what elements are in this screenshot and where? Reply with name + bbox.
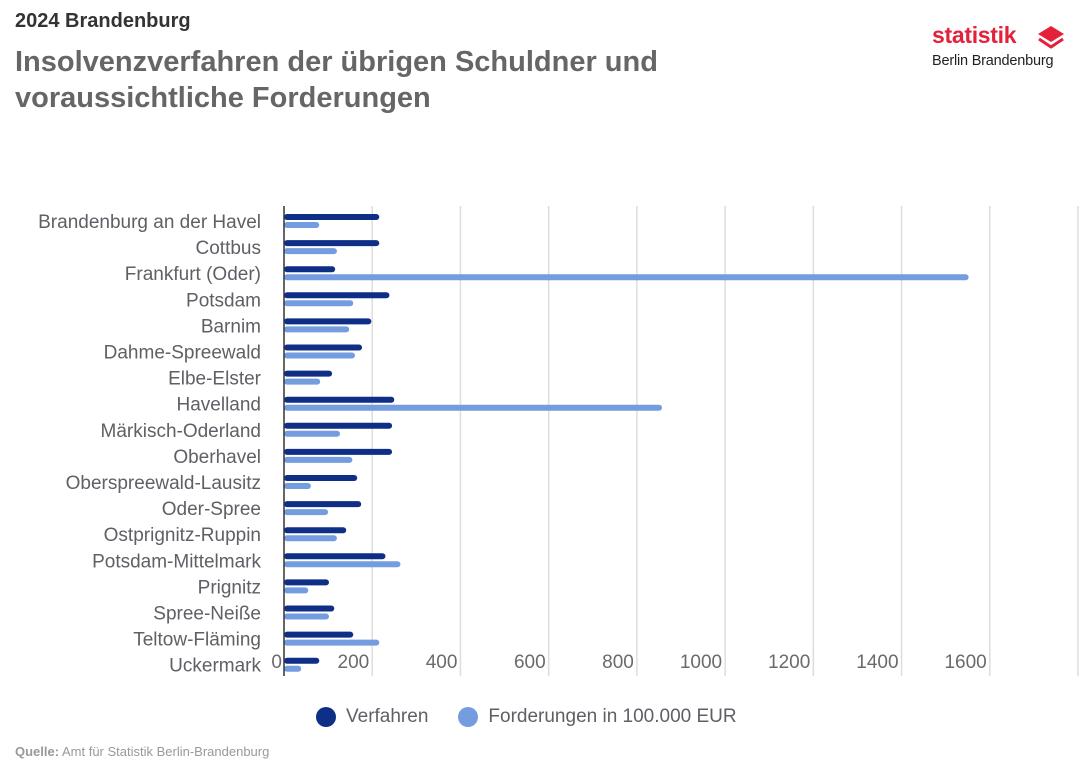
- bar-verfahren[interactable]: [284, 266, 336, 273]
- bar-verfahren[interactable]: [284, 292, 390, 299]
- category-label: Märkisch-Oderland: [101, 421, 262, 442]
- legend-item-forderungen[interactable]: Forderungen in 100.000 EUR: [458, 706, 737, 728]
- x-tick-label: 0: [271, 652, 282, 673]
- bar-verfahren[interactable]: [284, 501, 362, 508]
- category-label: Oberhavel: [173, 447, 261, 468]
- bar-forderungen[interactable]: [284, 222, 320, 228]
- category-label: Oberspreewald-Lausitz: [66, 473, 261, 494]
- bar-forderungen[interactable]: [284, 352, 356, 359]
- x-tick-label: 1000: [680, 652, 722, 673]
- bar-verfahren[interactable]: [284, 657, 320, 664]
- bar-forderungen[interactable]: [284, 639, 380, 646]
- category-label: Cottbus: [196, 238, 261, 259]
- bar-forderungen[interactable]: [284, 274, 969, 281]
- category-label: Barnim: [201, 316, 261, 337]
- bar-forderungen[interactable]: [284, 326, 350, 333]
- legend-label-forderungen: Forderungen in 100.000 EUR: [488, 706, 737, 727]
- x-tick-label: 1600: [944, 652, 986, 673]
- bar-forderungen[interactable]: [284, 613, 329, 620]
- category-label: Havelland: [177, 395, 262, 416]
- bar-forderungen[interactable]: [284, 587, 309, 594]
- chart-supertitle: 2024 Brandenburg: [15, 10, 191, 32]
- category-label: Brandenburg an der Havel: [38, 212, 261, 233]
- category-label: Dahme-Spreewald: [104, 343, 261, 364]
- x-tick-label: 400: [426, 652, 458, 673]
- category-label: Elbe-Elster: [168, 369, 262, 390]
- source-note: Quelle: Amt für Statistik Berlin-Branden…: [15, 744, 269, 759]
- bar-forderungen[interactable]: [284, 430, 341, 437]
- category-label: Potsdam-Mittelmark: [92, 551, 261, 572]
- source-text: Amt für Statistik Berlin-Brandenburg: [61, 744, 270, 759]
- x-tick-labels: 0 200 400 600 800 1000 1200 1400 1600: [271, 652, 986, 673]
- bar-verfahren[interactable]: [284, 631, 354, 638]
- bars: [284, 214, 969, 672]
- bar-forderungen[interactable]: [284, 456, 353, 463]
- gridlines: [371, 206, 1079, 676]
- bar-forderungen[interactable]: [284, 483, 311, 489]
- legend-marker-forderungen: [458, 707, 479, 727]
- logo-word: statistik: [932, 22, 1017, 48]
- bar-verfahren[interactable]: [284, 579, 329, 586]
- category-label: Uckermark: [169, 656, 261, 677]
- bar-forderungen[interactable]: [284, 248, 337, 255]
- category-label: Ostprignitz-Ruppin: [104, 525, 261, 546]
- x-tick-label: 1200: [768, 652, 810, 673]
- bar-forderungen[interactable]: [284, 535, 337, 542]
- x-tick-label: 1400: [856, 652, 898, 673]
- bar-verfahren[interactable]: [284, 396, 395, 403]
- x-tick-label: 800: [602, 652, 634, 673]
- bar-forderungen[interactable]: [284, 561, 401, 568]
- category-label: Oder-Spree: [162, 499, 261, 520]
- bar-forderungen[interactable]: [284, 378, 321, 385]
- bar-forderungen[interactable]: [284, 300, 354, 307]
- category-label: Teltow-Fläming: [133, 630, 261, 651]
- legend-label-verfahren: Verfahren: [346, 706, 429, 727]
- bar-verfahren[interactable]: [284, 475, 358, 481]
- category-label: Prignitz: [198, 577, 261, 598]
- category-labels: Brandenburg an der Havel Cottbus Frankfurt…: [38, 212, 262, 677]
- category-label: Potsdam: [186, 290, 261, 311]
- legend-marker-verfahren: [316, 707, 336, 727]
- bar-verfahren[interactable]: [284, 240, 380, 247]
- bar-verfahren[interactable]: [284, 344, 363, 351]
- bar-forderungen[interactable]: [284, 509, 329, 516]
- bar-verfahren[interactable]: [284, 422, 393, 429]
- category-label: Spree-Neiße: [153, 604, 261, 625]
- category-label: Frankfurt (Oder): [125, 264, 261, 285]
- legend: Verfahren Forderungen in 100.000 EUR: [316, 706, 767, 728]
- logo-subtitle: Berlin Brandenburg: [932, 53, 1054, 69]
- legend-item-verfahren[interactable]: Verfahren: [316, 706, 428, 728]
- bar-verfahren[interactable]: [284, 370, 333, 377]
- bar-verfahren[interactable]: [284, 318, 372, 325]
- bar-verfahren[interactable]: [284, 605, 335, 612]
- bar-forderungen[interactable]: [284, 665, 302, 672]
- bar-verfahren[interactable]: [284, 214, 380, 220]
- bar-forderungen[interactable]: [284, 404, 663, 411]
- bar-verfahren[interactable]: [284, 448, 393, 455]
- chart-title: Insolvenzverfahren der übrigen Schuldner…: [15, 46, 658, 114]
- stacked-layers-icon: [1036, 25, 1066, 56]
- x-tick-label: 600: [514, 652, 546, 673]
- bar-verfahren[interactable]: [284, 527, 347, 534]
- statistik-logo: statistik Berlin Brandenburg: [932, 22, 1072, 78]
- x-tick-label: 200: [338, 652, 370, 673]
- bar-verfahren[interactable]: [284, 553, 386, 560]
- bar-chart: Brandenburg an der Havel Cottbus Frankfurt…: [38, 206, 1079, 677]
- source-label: Quelle:: [15, 744, 60, 759]
